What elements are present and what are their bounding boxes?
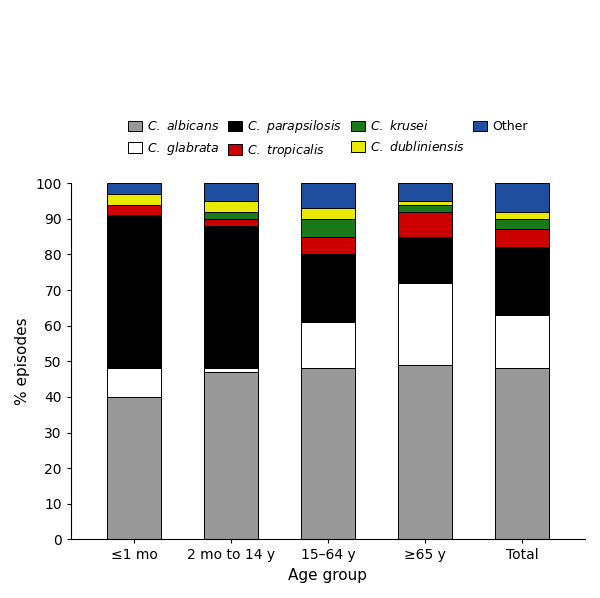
Bar (398, 212, 452, 237)
Bar (398, 183, 452, 201)
Bar (301, 183, 355, 208)
Y-axis label: % episodes: % episodes (15, 318, 30, 405)
Bar (398, 205, 452, 212)
Bar (398, 201, 452, 205)
Bar (495, 183, 548, 212)
Bar (205, 183, 257, 201)
Bar (205, 212, 257, 219)
Bar (107, 194, 161, 205)
Bar (495, 368, 548, 539)
Bar (301, 237, 355, 254)
Bar (107, 397, 161, 539)
Bar (205, 372, 257, 539)
Bar (301, 368, 355, 539)
Bar (301, 254, 355, 322)
Bar (107, 205, 161, 215)
Bar (495, 315, 548, 368)
Bar (398, 365, 452, 539)
Legend: $\it{C.}$ $\it{albicans}$, $\it{C.}$ $\it{glabrata}$, $\it{C.}$ $\it{parapsilosi: $\it{C.}$ $\it{albicans}$, $\it{C.}$ $\i… (125, 115, 532, 163)
Bar (107, 183, 161, 194)
Bar (205, 201, 257, 212)
Bar (205, 226, 257, 368)
Bar (301, 322, 355, 368)
Bar (301, 219, 355, 237)
Bar (495, 248, 548, 315)
Bar (398, 283, 452, 365)
Bar (107, 215, 161, 368)
Bar (495, 230, 548, 248)
Bar (495, 212, 548, 219)
X-axis label: Age group: Age group (289, 568, 367, 583)
Bar (205, 219, 257, 226)
Bar (107, 368, 161, 397)
Bar (398, 237, 452, 283)
Bar (205, 368, 257, 372)
Bar (301, 208, 355, 219)
Bar (495, 219, 548, 230)
